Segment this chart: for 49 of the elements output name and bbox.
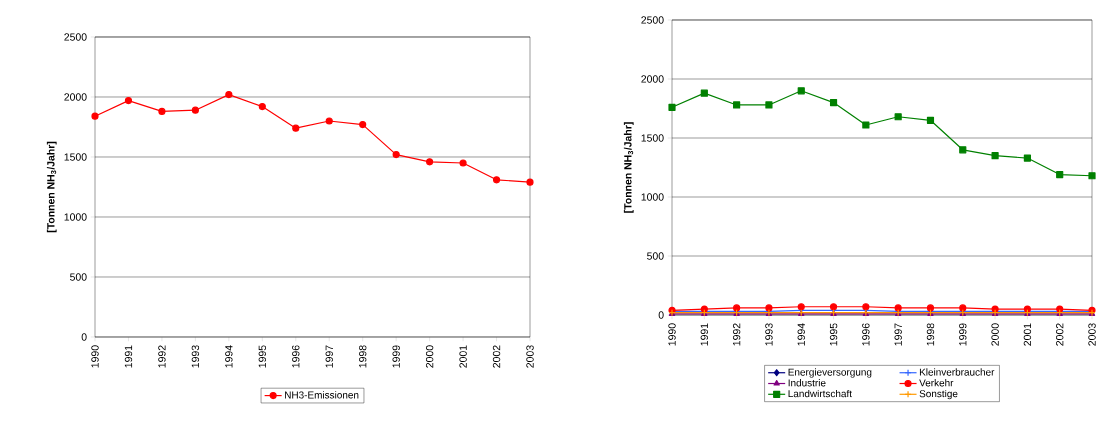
y-axis-title: [Tonnen NH$_{3}$/Jahr] bbox=[623, 122, 634, 213]
x-tick-label: 1998 bbox=[359, 345, 367, 368]
y-tick-label: 1500 bbox=[64, 153, 87, 161]
x-tick-label: 1993 bbox=[191, 345, 200, 368]
x-tick-label: 2003 bbox=[526, 345, 534, 368]
y-tick-label: 500 bbox=[70, 273, 87, 281]
x-tick-label: 1990 bbox=[91, 345, 99, 368]
y-tick-label: 1000 bbox=[641, 193, 664, 201]
x-tick-label: 1991 bbox=[124, 345, 133, 368]
x-tick-label: 1991 bbox=[700, 323, 709, 346]
x-tick-label: 1999 bbox=[959, 323, 967, 346]
y-tick-label: 1000 bbox=[64, 213, 87, 221]
y-tick-label: 500 bbox=[647, 252, 664, 260]
x-tick-label: 2001 bbox=[459, 345, 467, 368]
x-tick-label: 1992 bbox=[158, 345, 166, 368]
x-tick-label: 1994 bbox=[797, 323, 805, 346]
legend-label: Landwirtschaft bbox=[788, 389, 852, 398]
x-tick-label: 1992 bbox=[732, 323, 741, 346]
x-tick-label: 2000 bbox=[991, 323, 999, 346]
x-tick-label: 1999 bbox=[392, 345, 400, 368]
x-tick-label: 1995 bbox=[258, 345, 267, 368]
y-tick-label: 0 bbox=[658, 311, 664, 319]
legend-label: NH3-Emissionen bbox=[285, 391, 359, 399]
x-tick-label: 2003 bbox=[1088, 323, 1096, 346]
legend-label: Sonstige bbox=[919, 389, 958, 400]
x-tick-label: 1994 bbox=[225, 345, 233, 368]
y-tick-label: 2000 bbox=[64, 93, 87, 101]
x-tick-label: 1997 bbox=[894, 323, 902, 346]
legend-label: Kleinverbraucher bbox=[919, 368, 995, 376]
y-tick-label: 0 bbox=[81, 333, 87, 341]
x-tick-label: 2002 bbox=[492, 345, 501, 368]
x-tick-label: 1997 bbox=[325, 345, 333, 368]
legend-label: Industrie bbox=[788, 379, 826, 387]
y-tick-label: 2500 bbox=[641, 16, 664, 24]
legend-label: Energieversorgung bbox=[788, 368, 872, 378]
x-tick-label: 2000 bbox=[425, 345, 434, 368]
x-tick-label: 1996 bbox=[292, 345, 300, 368]
y-tick-label: 2500 bbox=[64, 33, 87, 41]
x-tick-label: 1995 bbox=[829, 323, 838, 346]
y-tick-label: 1500 bbox=[641, 134, 664, 142]
x-tick-label: 2002 bbox=[1056, 323, 1064, 346]
x-tick-label: 2001 bbox=[1023, 323, 1032, 346]
y-axis-title: [Tonnen NH$_{3}$/Jahr] bbox=[46, 141, 57, 233]
legend-label: Verkehr bbox=[919, 379, 954, 387]
y-tick-label: 2000 bbox=[641, 75, 664, 83]
x-tick-label: 1990 bbox=[668, 323, 676, 346]
x-tick-label: 1996 bbox=[862, 323, 870, 346]
x-tick-label: 1993 bbox=[765, 323, 773, 346]
x-tick-label: 1998 bbox=[926, 323, 935, 346]
